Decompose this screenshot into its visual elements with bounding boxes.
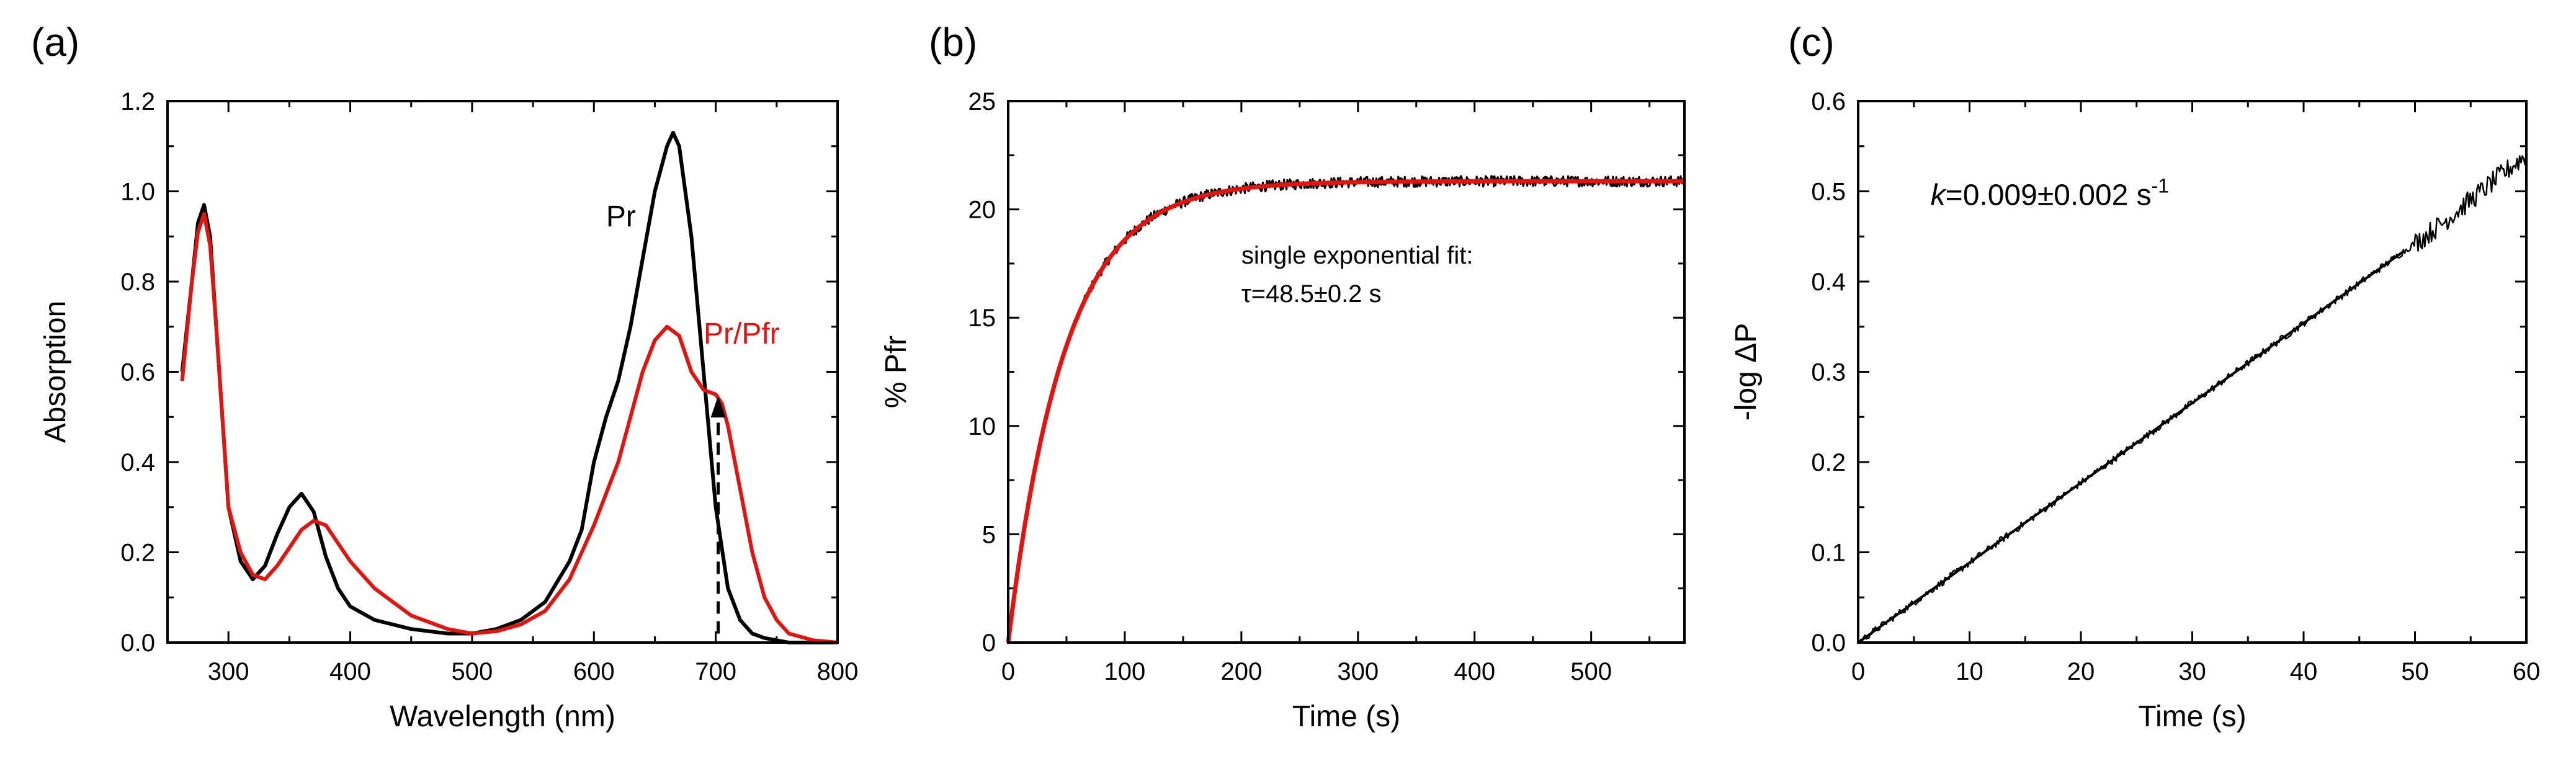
x-tick-label: 600	[573, 658, 615, 685]
y-tick-label: 1.0	[120, 179, 155, 206]
series-line-pr-pfr	[180, 211, 838, 644]
panel-a-xlabel: Wavelength (nm)	[390, 700, 615, 733]
series-label-pr: Pr	[606, 200, 636, 233]
x-tick-label: 100	[1104, 658, 1146, 685]
panel-a-extras: Pr Pr/Pfr	[606, 200, 780, 634]
y-tick-label: 5	[982, 521, 996, 548]
y-tick-label: 0.3	[1811, 359, 1846, 386]
y-tick-label: 0.4	[1811, 269, 1846, 296]
rate-constant-annotation: k=0.009±0.002 s-1	[1931, 174, 2169, 211]
x-tick-label: 50	[2401, 658, 2429, 685]
series-line-data	[1858, 151, 2528, 644]
panel-a: 300 400 500 600 700 8000.00.20.40.60.81.01.2 …	[39, 88, 858, 733]
x-tick-label: 30	[2178, 658, 2206, 685]
panel-label-a: (a)	[31, 20, 79, 65]
x-tick-label: 0	[1001, 658, 1015, 685]
panel-a-series	[180, 130, 838, 644]
x-tick-label: 800	[817, 658, 859, 685]
y-tick-label: 0.4	[120, 449, 155, 476]
panel-b-frame	[1007, 100, 1686, 644]
y-tick-label: 15	[968, 305, 996, 332]
panel-b-xlabel: Time (s)	[1292, 700, 1400, 733]
x-tick-label: 40	[2290, 658, 2318, 685]
panel-label-b: (b)	[929, 20, 977, 65]
panel-c-series	[1857, 151, 2528, 644]
rate-constant-symbol: k	[1931, 179, 1948, 211]
arrow-head-icon	[710, 396, 726, 418]
panel-b: 0 100 200 300 400 500 0 5 10 15 20 25 single expone…	[880, 88, 1686, 733]
series-line-pr	[180, 130, 838, 644]
fit-annotation-line-2: τ=48.5±0.2 s	[1241, 280, 1382, 308]
y-tick-label: 0.0	[1811, 630, 1846, 657]
rate-constant-exponent: -1	[2152, 174, 2169, 197]
panel-label-c: (c)	[1788, 20, 1835, 65]
y-tick-label: 25	[968, 88, 996, 115]
panel-b-ylabel: % Pfr	[880, 336, 913, 408]
x-tick-label: 200	[1220, 658, 1262, 685]
panel-a-frame	[166, 100, 839, 644]
y-tick-label: 0	[982, 630, 996, 657]
x-tick-label: 400	[1454, 658, 1495, 685]
panel-b-series	[1006, 175, 1685, 643]
panel-c: 0 10 20 30 40 50 60 0.0 0.1 0.2 0.3 0.4 0.5 0.6 k=0.0…	[1730, 88, 2540, 733]
x-tick-label: 400	[329, 658, 371, 685]
panel-c-frame	[1857, 100, 2528, 644]
x-tick-label: 20	[2067, 658, 2095, 685]
y-tick-label: 0.2	[120, 540, 155, 567]
x-tick-label: 500	[1570, 658, 1612, 685]
x-tick-label: 700	[695, 658, 736, 685]
x-tick-label: 300	[208, 658, 249, 685]
panel-b-extras: single exponential fit: τ=48.5±0.2 s	[1241, 242, 1474, 308]
y-tick-label: 0.0	[120, 630, 155, 657]
y-tick-label: 10	[968, 413, 996, 440]
x-tick-label: 500	[452, 658, 493, 685]
panel-b-ticks: 0 100 200 300 400 500 0 5 10 15 20 25	[968, 88, 1684, 685]
series-line-fit	[1006, 179, 1684, 643]
y-tick-label: 0.2	[1811, 449, 1846, 476]
panel-a-ylabel: Absorption	[39, 301, 72, 443]
y-tick-label: 0.1	[1811, 540, 1846, 567]
fit-annotation-line-1: single exponential fit:	[1241, 242, 1474, 269]
series-label-pr-pfr: Pr/Pfr	[704, 318, 780, 350]
x-tick-label: 300	[1337, 658, 1379, 685]
rate-constant-value: =0.009±0.002 s	[1946, 179, 2152, 211]
x-tick-label: 0	[1851, 658, 1865, 685]
panel-c-extras: k=0.009±0.002 s-1	[1931, 174, 2169, 211]
series-line-linear-fit	[1857, 250, 2405, 644]
y-tick-label: 0.8	[120, 269, 155, 296]
y-tick-label: 20	[968, 197, 996, 224]
y-tick-label: 0.6	[1811, 88, 1846, 115]
panel-c-ticks: 0 10 20 30 40 50 60 0.0 0.1 0.2 0.3 0.4 0.5 0.6	[1811, 88, 2540, 685]
panel-a-ticks: 300 400 500 600 700 800 0.0 0.2 0.4 0.6 0.8 1.0 1.2	[120, 88, 858, 685]
panel-c-xlabel: Time (s)	[2138, 700, 2246, 733]
panel-c-ylabel: -log ΔP	[1730, 323, 1763, 421]
y-tick-label: 1.2	[120, 88, 155, 115]
x-tick-label: 60	[2513, 658, 2541, 685]
y-tick-label: 0.5	[1811, 179, 1846, 206]
y-tick-label: 0.6	[120, 359, 155, 386]
x-tick-label: 10	[1956, 658, 1983, 685]
